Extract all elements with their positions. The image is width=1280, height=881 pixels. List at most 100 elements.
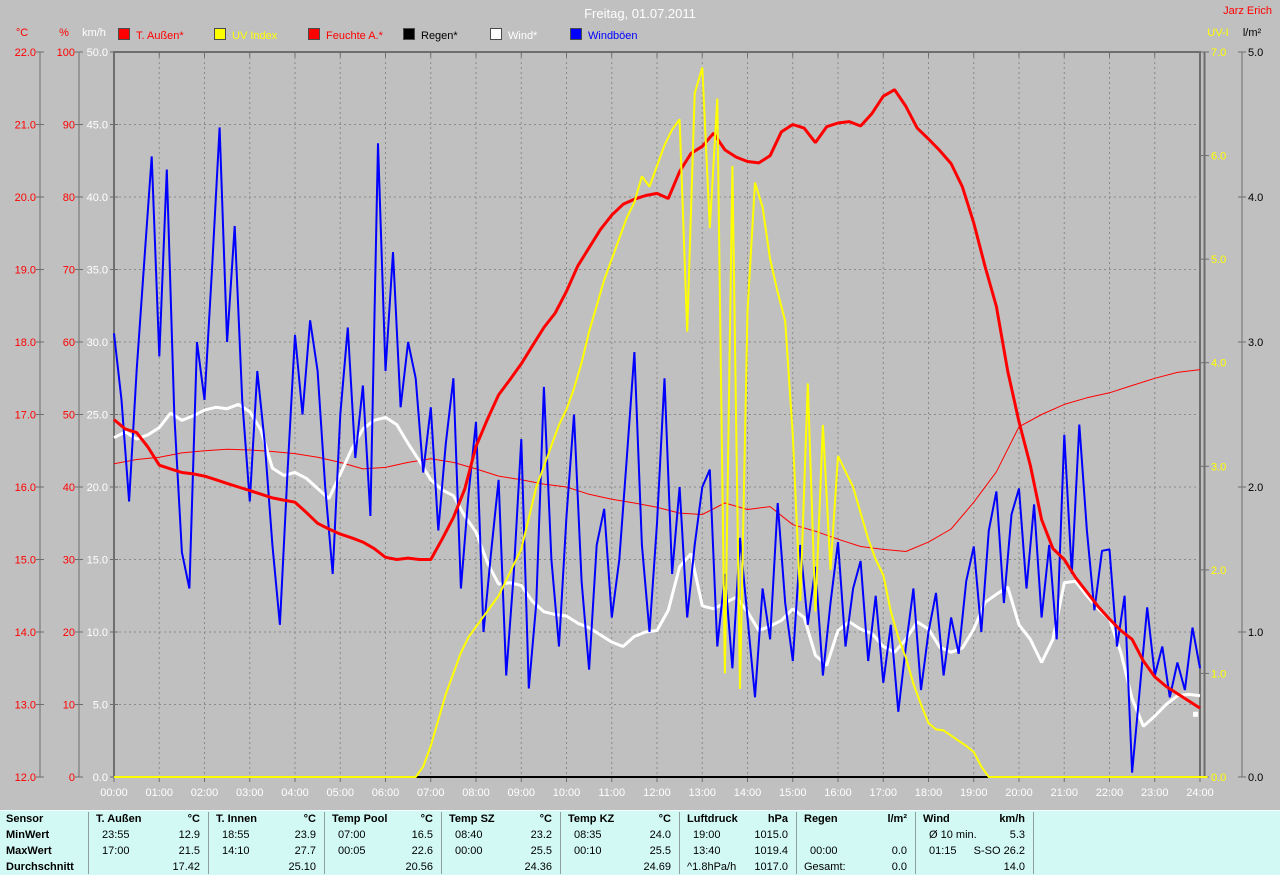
- axis-tick-label-pct: 10: [63, 700, 75, 712]
- legend-item-2: Feuchte A.*: [308, 28, 383, 42]
- axis-tick-label-uv: 6.0: [1211, 151, 1226, 163]
- x-tick-label: 24:00: [1186, 787, 1214, 799]
- axis-tick-label-temp: 14.0: [15, 627, 36, 639]
- x-tick-label: 00:00: [100, 787, 128, 799]
- table-separator: [1033, 812, 1034, 874]
- min-time: 08:40: [455, 829, 483, 841]
- x-tick-label: 02:00: [191, 787, 219, 799]
- bottom-strip: [0, 875, 1280, 881]
- axis-tick-label-kmh: 5.0: [93, 700, 108, 712]
- min-time: 19:00: [693, 829, 721, 841]
- legend-label: T. Außen*: [136, 30, 184, 42]
- axis-tick-label-kmh: 15.0: [87, 555, 108, 567]
- x-tick-label: 14:00: [734, 787, 762, 799]
- axis-tick-label-kmh: 25.0: [87, 410, 108, 422]
- series-uv-line: [114, 67, 1208, 778]
- min-time: 07:00: [338, 829, 366, 841]
- axis-tick-label-kmh: 20.0: [87, 482, 108, 494]
- axis-tick-label-uv: 4.0: [1211, 358, 1226, 370]
- avg-value: 1017.0: [754, 861, 788, 873]
- legend-item-5: Windböen: [570, 28, 638, 42]
- max-time: 00:10: [574, 845, 602, 857]
- x-tick-label: 18:00: [915, 787, 943, 799]
- max-time: 14:10: [222, 845, 250, 857]
- table-row-label: Sensor: [6, 813, 44, 825]
- avg-value: 17.42: [172, 861, 200, 873]
- avg-value: 24.69: [643, 861, 671, 873]
- axis-tick-label-pct: 50: [63, 410, 75, 422]
- chart-date-title: Freitag, 01.07.2011: [584, 6, 696, 21]
- avg-value: 14.0: [1003, 861, 1025, 873]
- axis-tick-label-pct: 90: [63, 120, 75, 132]
- sensor-unit: km/h: [999, 813, 1025, 825]
- avg-value: 24.36: [524, 861, 552, 873]
- axis-tick-label-uv: 3.0: [1211, 461, 1226, 473]
- sensor-unit: °C: [303, 813, 316, 825]
- x-tick-label: 04:00: [281, 787, 309, 799]
- legend-label: UV Index: [232, 30, 278, 42]
- min-value: 23.9: [294, 829, 316, 841]
- table-separator: [441, 812, 442, 874]
- table-row-label: MinWert: [6, 829, 50, 841]
- axis-tick-label-uv: 5.0: [1211, 254, 1226, 266]
- legend-label: Wind*: [508, 30, 538, 42]
- axis-tick-label-kmh: 30.0: [87, 337, 108, 349]
- sensor-statistics-table: Sensor MinWert MaxWert Durchschnitt T. Außen…: [0, 810, 1280, 875]
- avg-value: 25.10: [288, 861, 316, 873]
- max-value: S-SO 26.2: [973, 845, 1025, 857]
- series-wind-line: [113, 402, 1201, 728]
- wind-current-marker: [1193, 711, 1198, 717]
- series-gusts-line: [113, 127, 1201, 773]
- axis-tick-label-lm2: 1.0: [1248, 627, 1263, 639]
- x-tick-label: 10:00: [553, 787, 581, 799]
- table-separator: [208, 812, 209, 874]
- legend-swatch-icon: [570, 28, 582, 40]
- sensor-name: Temp SZ: [449, 813, 495, 825]
- axis-tick-label-temp: 16.0: [15, 482, 36, 494]
- axis-tick-label-temp: 19.0: [15, 265, 36, 277]
- x-tick-label: 20:00: [1005, 787, 1033, 799]
- axis-tick-label-temp: 13.0: [15, 700, 36, 712]
- max-time: 13:40: [693, 845, 721, 857]
- min-time: 18:55: [222, 829, 250, 841]
- axis-tick-label-kmh: 35.0: [87, 265, 108, 277]
- min-time: 23:55: [102, 829, 130, 841]
- sensor-name: Temp Pool: [332, 813, 388, 825]
- legend-label: Windböen: [588, 30, 638, 42]
- x-tick-label: 12:00: [643, 787, 671, 799]
- x-tick-label: 07:00: [417, 787, 445, 799]
- axis-tick-label-temp: 17.0: [15, 410, 36, 422]
- axis-tick-label-kmh: 50.0: [87, 47, 108, 59]
- max-value: 25.5: [649, 845, 671, 857]
- axis-tick-label-pct: 60: [63, 337, 75, 349]
- axis-tick-label-temp: 18.0: [15, 337, 36, 349]
- table-separator: [88, 812, 89, 874]
- table-separator: [679, 812, 680, 874]
- axis-tick-label-uv: 7.0: [1211, 47, 1226, 59]
- legend-item-4: Wind*: [490, 28, 538, 42]
- legend-label: Regen*: [421, 30, 458, 42]
- station-owner-label: Jarz Erich: [1223, 5, 1272, 17]
- sensor-name: Luftdruck: [687, 813, 738, 825]
- x-tick-label: 03:00: [236, 787, 264, 799]
- axis-tick-label-temp: 21.0: [15, 120, 36, 132]
- legend-item-0: T. Außen*: [118, 28, 184, 42]
- axis-tick-label-temp: 15.0: [15, 555, 36, 567]
- table-row-label: Durchschnitt: [6, 861, 74, 873]
- axis-tick-label-kmh: 40.0: [87, 192, 108, 204]
- axis-unit-uv: UV-I: [1207, 27, 1228, 39]
- axis-tick-label-lm2: 4.0: [1248, 192, 1263, 204]
- x-tick-label: 16:00: [824, 787, 852, 799]
- series-temp-line: [113, 88, 1201, 710]
- axis-unit-lm2: l/m²: [1243, 27, 1262, 39]
- axis-tick-label-kmh: 10.0: [87, 627, 108, 639]
- min-time: 08:35: [574, 829, 602, 841]
- legend-swatch-icon: [118, 28, 130, 40]
- sensor-unit: °C: [187, 813, 200, 825]
- axis-tick-label-uv: 2.0: [1211, 565, 1226, 577]
- x-tick-label: 09:00: [507, 787, 535, 799]
- sensor-unit: °C: [539, 813, 552, 825]
- sensor-unit: hPa: [767, 813, 788, 825]
- max-value: 21.5: [178, 845, 200, 857]
- sensor-name: T. Innen: [216, 813, 257, 825]
